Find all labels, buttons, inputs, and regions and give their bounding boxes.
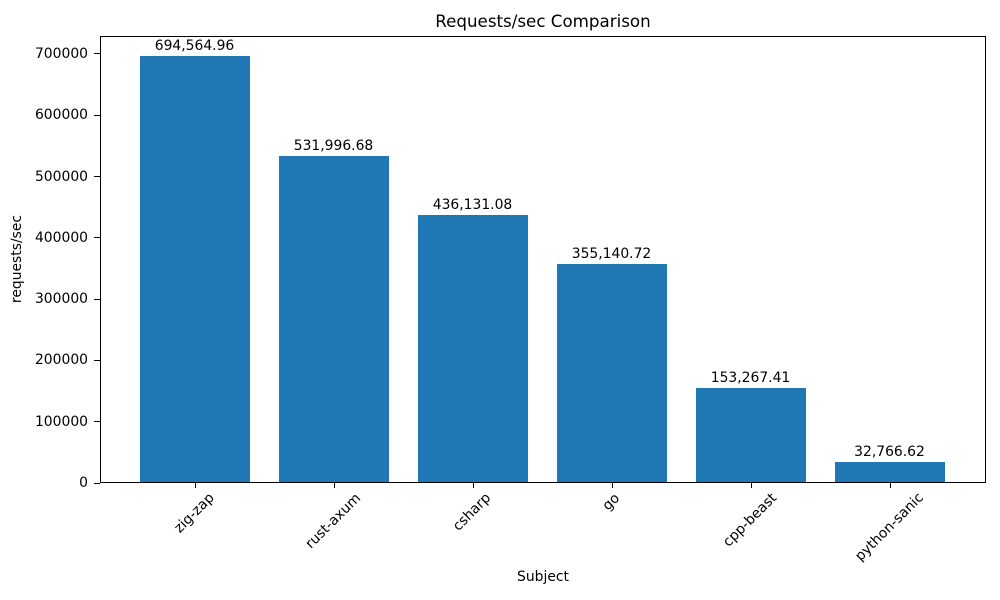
bar xyxy=(139,56,250,482)
x-tick-label: csharp xyxy=(449,489,495,535)
y-tick-mark xyxy=(94,53,100,55)
y-tick-label: 500000 xyxy=(34,168,88,185)
bar xyxy=(556,264,667,482)
bar-value-label: 531,996.68 xyxy=(293,138,374,154)
x-tick-label: python-sanic xyxy=(851,489,927,565)
x-tick-label: go xyxy=(599,489,623,514)
bar xyxy=(278,156,389,482)
x-tick-mark xyxy=(472,483,474,488)
x-tick-mark xyxy=(889,483,891,488)
y-tick-label: 200000 xyxy=(34,352,88,369)
x-tick-label: zig-zap xyxy=(170,489,218,537)
y-tick-mark xyxy=(94,176,100,178)
plot-area xyxy=(100,36,986,483)
y-tick-label: 600000 xyxy=(34,107,88,124)
y-axis-label: requests/sec xyxy=(9,214,25,304)
y-tick-label: 700000 xyxy=(34,45,88,62)
x-tick-label: rust-axum xyxy=(302,489,365,552)
x-tick-label: cpp-beast xyxy=(720,489,781,550)
bar-value-label: 153,267.41 xyxy=(710,370,791,386)
bar xyxy=(834,462,945,482)
y-tick-label: 100000 xyxy=(34,413,88,430)
y-tick-mark xyxy=(94,298,100,300)
chart-title: Requests/sec Comparison xyxy=(435,11,651,31)
y-tick-label: 0 xyxy=(79,475,88,491)
y-tick-mark xyxy=(94,482,100,484)
x-tick-mark xyxy=(750,483,752,488)
x-axis-label: Subject xyxy=(517,569,569,585)
bar-value-label: 436,131.08 xyxy=(432,197,513,213)
y-tick-mark xyxy=(94,421,100,423)
x-tick-mark xyxy=(194,483,196,488)
y-tick-mark xyxy=(94,237,100,239)
x-tick-mark xyxy=(611,483,613,488)
y-tick-label: 400000 xyxy=(34,229,88,246)
y-tick-mark xyxy=(94,359,100,361)
x-tick-mark xyxy=(333,483,335,488)
y-tick-mark xyxy=(94,114,100,116)
bar-value-label: 355,140.72 xyxy=(571,246,652,262)
bar-value-label: 694,564.96 xyxy=(154,38,235,54)
bar xyxy=(417,215,528,482)
bar xyxy=(695,388,806,482)
y-tick-label: 300000 xyxy=(34,291,88,308)
bar-value-label: 32,766.62 xyxy=(854,444,925,460)
